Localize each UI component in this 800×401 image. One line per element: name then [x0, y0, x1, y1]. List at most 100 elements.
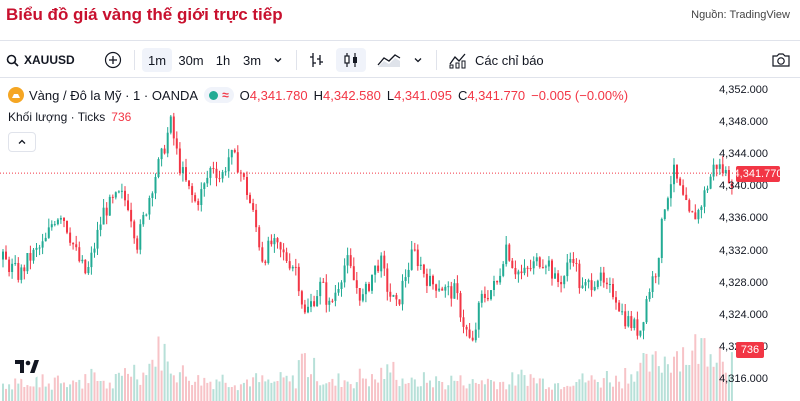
- candle-body: [401, 280, 404, 305]
- high-label: H: [313, 87, 324, 103]
- bar-style-button[interactable]: [304, 48, 330, 72]
- candle-body: [291, 266, 294, 269]
- candle-body: [5, 251, 7, 260]
- chart-style-dropdown-button[interactable]: [408, 48, 428, 72]
- candle-body: [44, 237, 47, 242]
- volume-bar: [114, 374, 117, 401]
- compare-symbol-button[interactable]: [100, 48, 126, 72]
- volume-bar: [679, 371, 682, 401]
- volume-bar: [575, 382, 578, 401]
- volume-bar: [520, 369, 523, 401]
- volume-bar: [50, 389, 53, 401]
- candle-body: [450, 286, 453, 299]
- candle-body: [279, 242, 282, 250]
- high-value: 4,342.580: [323, 87, 381, 103]
- interval-1h-button[interactable]: 1h: [215, 52, 231, 68]
- interval-dropdown-button[interactable]: [268, 48, 288, 72]
- volume-bar: [69, 384, 72, 401]
- candle-body: [32, 249, 35, 261]
- candle-body: [47, 227, 50, 238]
- candle-body: [368, 283, 370, 291]
- interval-1m-button[interactable]: 1m: [142, 48, 172, 72]
- candle-body: [209, 168, 212, 178]
- volume-bar: [242, 382, 245, 401]
- volume-bar: [285, 375, 288, 401]
- candle-body: [547, 260, 550, 267]
- volume-bar: [612, 386, 614, 401]
- volume-bar: [636, 371, 639, 401]
- candle-body: [709, 176, 712, 189]
- indicators-button[interactable]: Các chỉ báo: [444, 48, 556, 72]
- volume-bar: [398, 386, 401, 401]
- volume-bar: [508, 384, 511, 401]
- volume-bar: [590, 375, 593, 401]
- volume-bar: [169, 373, 172, 401]
- candle-body: [127, 200, 129, 210]
- toolbar-divider: [296, 50, 297, 70]
- candle-body: [142, 215, 145, 225]
- collapse-legend-button[interactable]: [8, 132, 36, 152]
- candle-body: [319, 281, 322, 297]
- volume-bar: [212, 389, 215, 401]
- candle-body: [624, 311, 627, 327]
- symbol-search-button[interactable]: XAUUSD: [6, 48, 86, 72]
- volume-bar: [547, 387, 550, 401]
- volume-bar: [319, 385, 322, 401]
- interval-3m-button[interactable]: 3m: [242, 52, 262, 68]
- volume-bar: [673, 356, 675, 401]
- candle-body: [377, 265, 380, 272]
- screenshot-button[interactable]: [768, 48, 794, 72]
- candle-body: [337, 289, 340, 293]
- volume-bar: [419, 386, 422, 401]
- price-chart[interactable]: [0, 80, 800, 401]
- candle-body: [63, 218, 65, 221]
- volume-bar: [35, 374, 38, 401]
- volume-bar: [157, 336, 160, 401]
- candle-body: [685, 194, 688, 200]
- candle-body: [371, 274, 373, 291]
- volume-bar: [450, 375, 453, 401]
- chevron-down-icon: [274, 58, 282, 63]
- candle-body: [331, 300, 334, 302]
- candle-body: [715, 164, 718, 169]
- candle-body: [718, 164, 721, 169]
- candle-body: [608, 284, 611, 285]
- candles-style-button[interactable]: [336, 48, 366, 72]
- volume-bar: [142, 372, 145, 401]
- candle-body: [66, 221, 68, 233]
- volume-bar: [197, 375, 200, 401]
- candle-body: [544, 266, 547, 268]
- tradingview-logo[interactable]: [12, 354, 42, 380]
- volume-bar: [602, 378, 605, 401]
- volume-bar: [334, 385, 337, 401]
- interval-30m-button[interactable]: 30m: [178, 52, 204, 68]
- candle-body: [639, 330, 642, 336]
- volume-bar: [657, 366, 660, 401]
- volume-bar: [444, 389, 447, 401]
- volume-bar: [78, 379, 81, 401]
- candle-body: [191, 186, 194, 195]
- candle-body: [404, 277, 407, 281]
- candle-body: [560, 282, 563, 285]
- area-style-button[interactable]: [372, 48, 406, 72]
- volume-bar: [53, 377, 56, 401]
- candle-body: [590, 280, 593, 291]
- candle-body: [654, 276, 657, 278]
- volume-bar: [480, 380, 483, 401]
- volume-bar: [560, 389, 563, 401]
- candle-body: [310, 301, 312, 307]
- candle-body: [340, 282, 343, 289]
- volume-bar: [529, 374, 532, 401]
- market-open-indicator: ≈: [204, 87, 234, 103]
- volume-bar: [249, 386, 251, 401]
- candle-body: [99, 224, 102, 230]
- volume-bar: [429, 380, 431, 401]
- candle-body: [364, 283, 367, 295]
- volume-bar: [307, 377, 309, 401]
- volume-bar: [47, 383, 50, 401]
- volume-bar: [438, 381, 441, 401]
- candle-body: [282, 249, 285, 253]
- candle-body: [587, 280, 590, 283]
- candle-body: [346, 255, 349, 266]
- candle-body: [29, 253, 32, 261]
